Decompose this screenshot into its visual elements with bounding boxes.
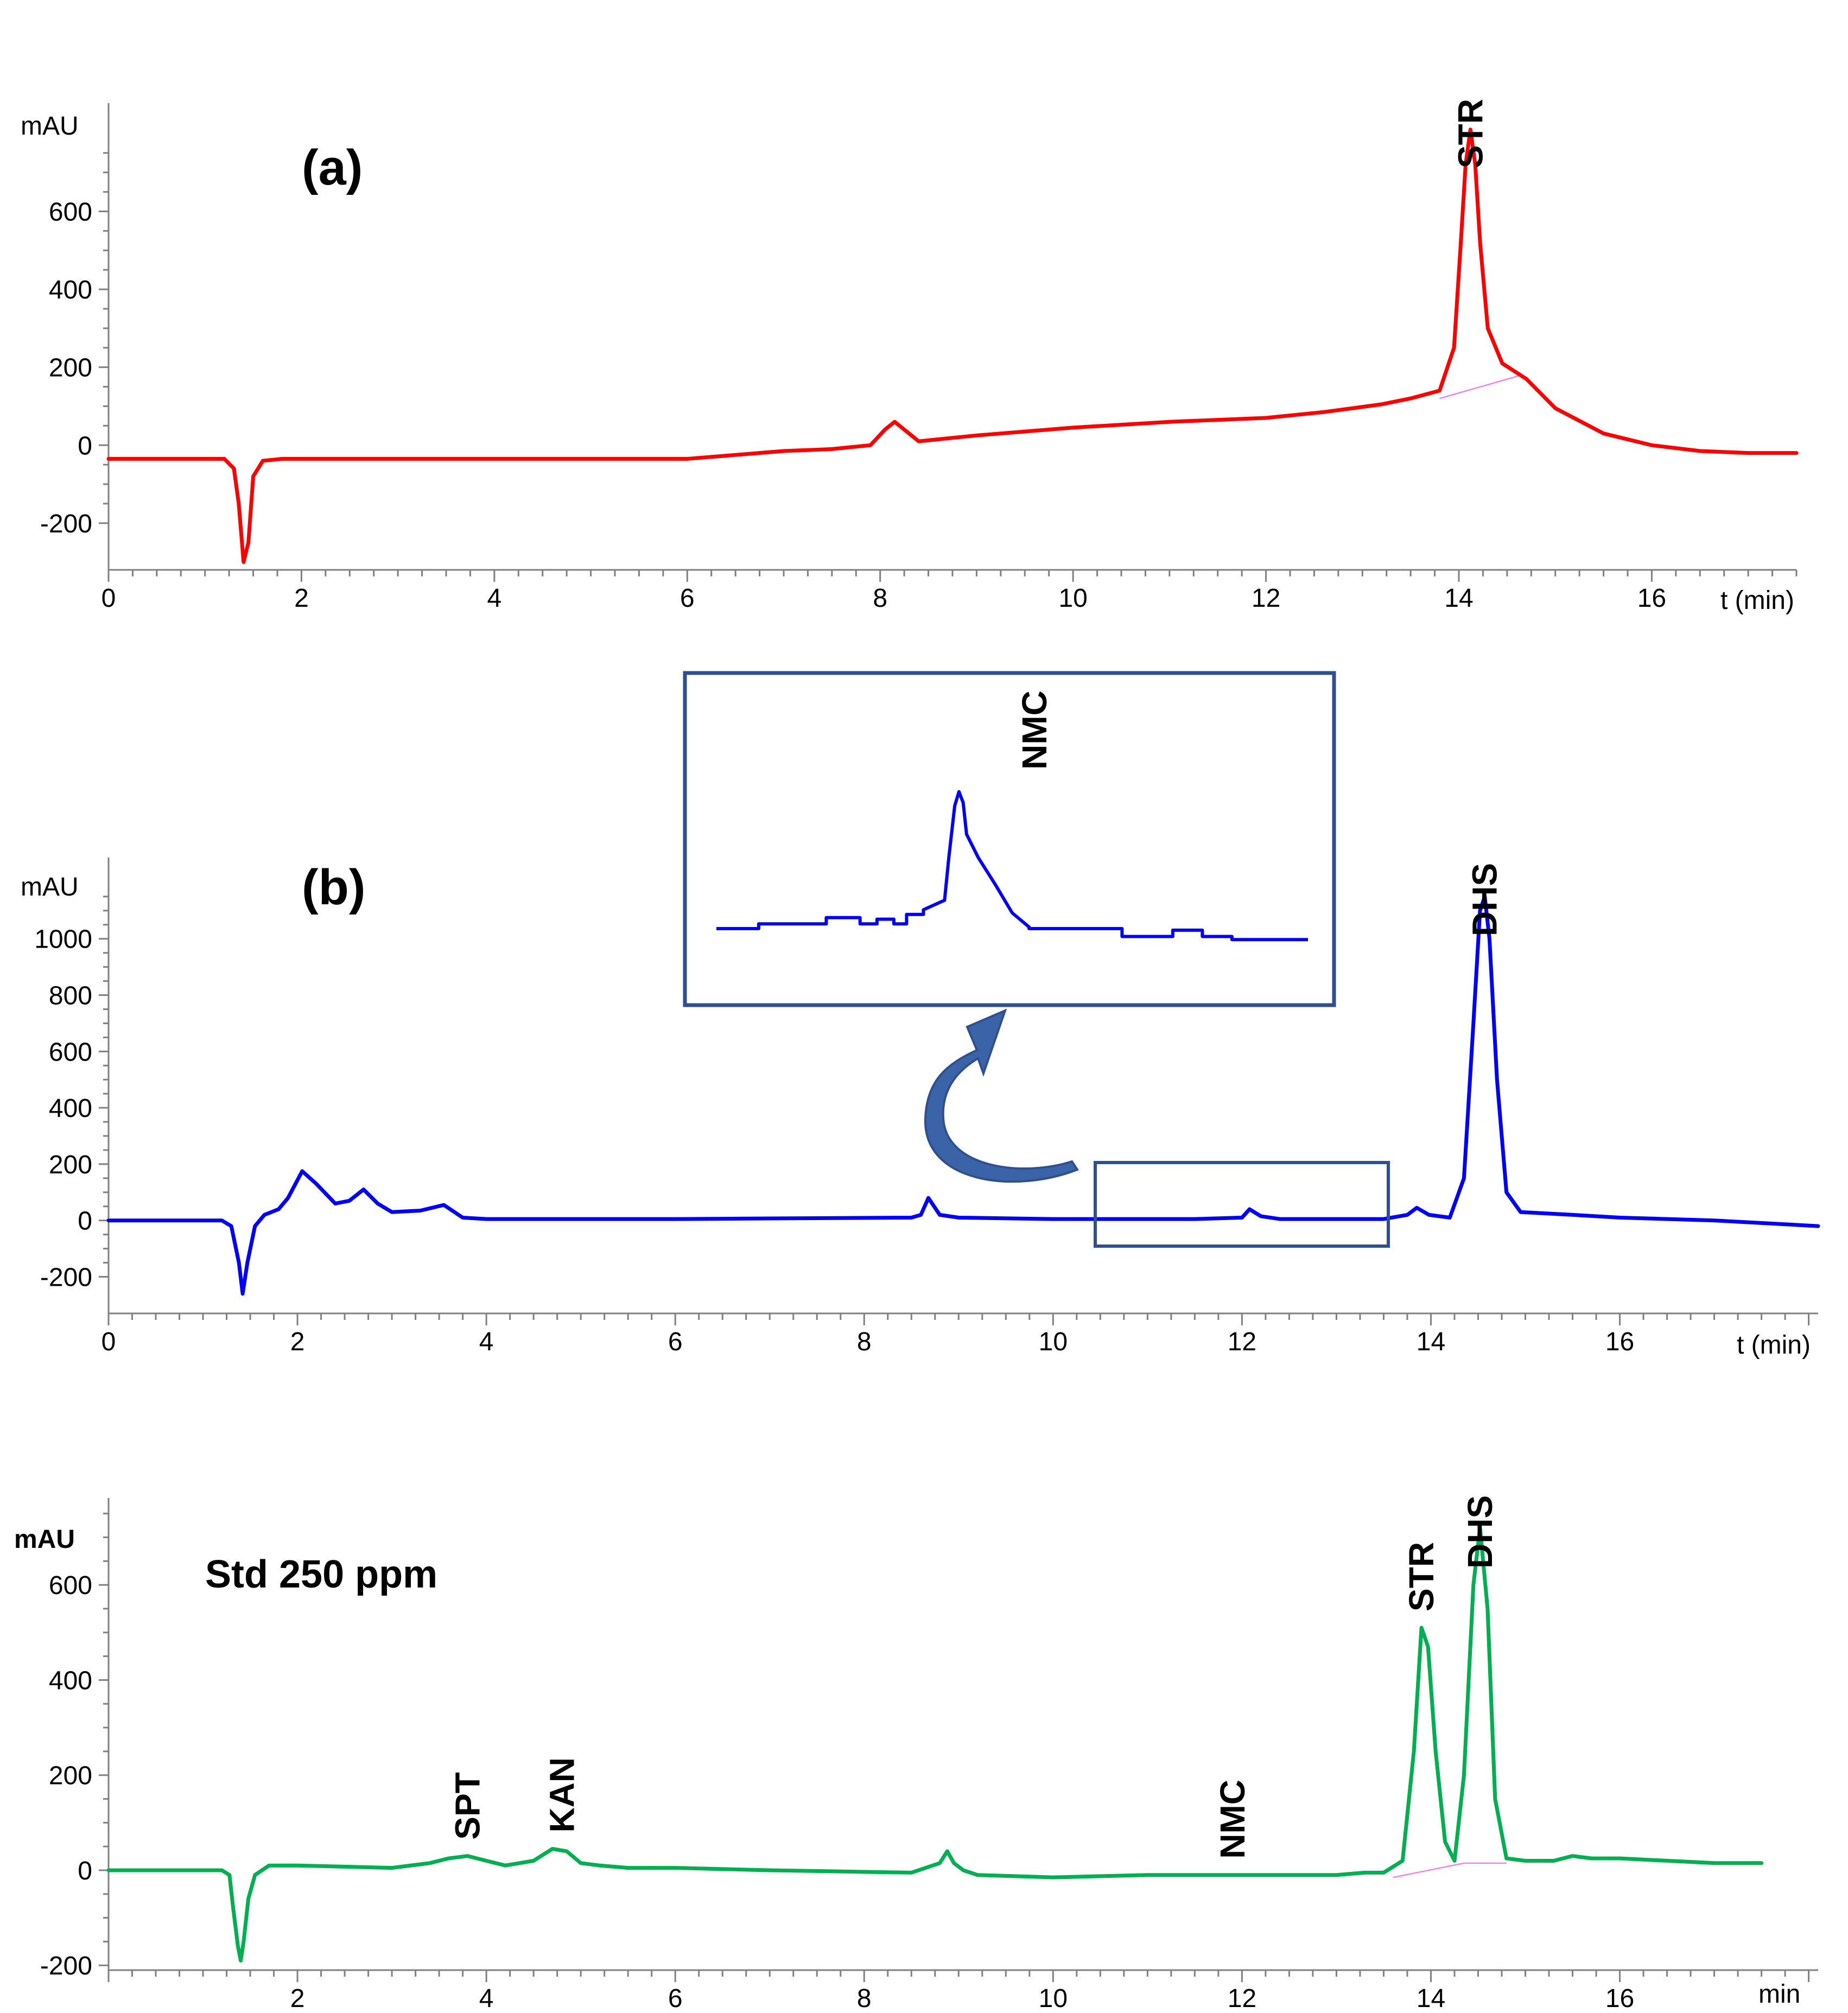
chromatogram-trace-line <box>106 894 1820 1296</box>
y-tick-label: 200 <box>49 1151 92 1179</box>
y-tick-label: -200 <box>40 1263 92 1292</box>
x-axis-unit-label: min <box>1758 1980 1800 2009</box>
peak-label-dhs: DHS <box>1465 863 1504 936</box>
y-tick-label: 0 <box>78 1857 92 1885</box>
x-tick-label: 12 <box>1228 1328 1256 1356</box>
x-tick-label: 16 <box>1605 1328 1634 1356</box>
x-tick-label: 8 <box>857 1328 872 1356</box>
y-tick-label: 600 <box>49 1571 92 1600</box>
inset-frame <box>683 671 1336 1007</box>
y-tick-label: 400 <box>49 1666 92 1695</box>
peak-label-spt: SPT <box>448 1772 487 1839</box>
x-tick-label: 16 <box>1605 1984 1634 2013</box>
peak-label-dhs: DHS <box>1460 1495 1500 1569</box>
x-tick-label: 0 <box>101 584 116 613</box>
x-axis-unit-label: t (min) <box>1720 586 1794 615</box>
y-tick-label: 0 <box>78 431 92 460</box>
trace-group <box>106 128 1799 564</box>
y-axis-unit-label: mAU <box>21 112 79 141</box>
inset-peak-label-nmc: NMC <box>1015 690 1054 770</box>
x-tick-labels: 0 2 4 6 8 10 12 14 16 <box>101 584 1666 613</box>
x-tick-label: 4 <box>487 584 502 613</box>
y-tick-labels: -200 0 200 400 600 800 1000 <box>34 925 92 1292</box>
panel-b-label: (b) <box>302 860 365 915</box>
x-tick-label: 10 <box>1039 1984 1068 2013</box>
peak-labels: SPT KAN NMC STR DHS <box>448 1495 1500 1859</box>
panel-std-label: Std 250 ppm <box>205 1553 437 1596</box>
x-tick-label: 6 <box>680 584 695 613</box>
integration-baseline <box>1393 1862 1507 1878</box>
x-tick-label: 2 <box>290 1328 305 1356</box>
x-tick-label: 16 <box>1637 584 1666 613</box>
x-tick-label: 12 <box>1228 1984 1256 2013</box>
y-axis-unit-label: mAU <box>14 1525 75 1554</box>
y-tick-labels: -200 0 200 400 600 <box>40 1571 92 1980</box>
x-tick-label: 8 <box>857 1984 872 2013</box>
x-tick-labels: 2 4 6 8 10 12 14 16 <box>290 1984 1635 2013</box>
x-tick-label: 14 <box>1417 1984 1445 2013</box>
chromatogram-trace-line <box>106 128 1799 564</box>
y-tick-label: 600 <box>49 198 92 226</box>
panel-b: mAU (b) t (min) -200 0 200 400 600 800 1000 0 2… <box>21 671 1820 1360</box>
y-tick-label: 400 <box>49 276 92 304</box>
x-tick-label: 0 <box>101 1328 116 1356</box>
y-tick-label: 800 <box>49 982 92 1011</box>
chromatogram-trace-line <box>106 1526 1764 1963</box>
inset-zoom-chart: NMC <box>683 671 1336 1007</box>
trace-group <box>106 1526 1764 1963</box>
inset-trace-line <box>716 790 1308 942</box>
peak-label-kan: KAN <box>542 1757 581 1833</box>
y-tick-label: 1000 <box>34 925 92 954</box>
x-tick-label: 12 <box>1252 584 1280 613</box>
y-tick-label: 600 <box>49 1038 92 1066</box>
peak-labels: DHS <box>1465 863 1504 936</box>
x-axis-unit-label: t (min) <box>1737 1331 1811 1360</box>
y-tick-label: 0 <box>78 1207 92 1236</box>
panel-std: mAU Std 250 ppm min -200 0 200 400 600 2 4 6 8 1… <box>14 1495 1818 2013</box>
y-tick-label: -200 <box>40 1952 92 1980</box>
peak-labels: STR <box>1451 99 1490 168</box>
x-tick-label: 6 <box>668 1984 683 2013</box>
peak-label-nmc: NMC <box>1213 1780 1252 1859</box>
y-tick-label: 200 <box>49 1762 92 1790</box>
x-tick-label: 6 <box>668 1328 683 1356</box>
y-tick-label: 200 <box>49 354 92 383</box>
y-tick-label: 400 <box>49 1094 92 1123</box>
x-tick-label: 2 <box>290 1984 305 2013</box>
panel-a-label: (a) <box>302 140 363 195</box>
zoom-region-box <box>1094 1161 1390 1248</box>
x-tick-label: 10 <box>1058 584 1087 613</box>
x-tick-labels: 0 2 4 6 8 10 12 14 16 <box>101 1328 1635 1356</box>
integration-baseline <box>1439 374 1522 399</box>
zoom-arrow-icon <box>924 1008 1079 1183</box>
peak-label-str: STR <box>1451 99 1490 168</box>
x-tick-label: 14 <box>1417 1328 1445 1356</box>
panel-a: mAU (a) t (min) -200 0 200 400 600 0 2 4 6 8 10 12… <box>21 99 1799 615</box>
y-axis-unit-label: mAU <box>21 873 79 901</box>
trace-group <box>106 894 1820 1296</box>
x-tick-label: 4 <box>479 1984 494 2013</box>
y-tick-labels: -200 0 200 400 600 <box>40 198 92 538</box>
x-tick-label: 4 <box>479 1328 494 1356</box>
x-tick-label: 14 <box>1444 584 1473 613</box>
x-tick-label: 10 <box>1039 1328 1068 1356</box>
axes <box>99 103 1798 582</box>
x-tick-label: 2 <box>294 584 309 613</box>
x-tick-label: 8 <box>873 584 887 613</box>
peak-label-str: STR <box>1402 1542 1441 1611</box>
y-tick-label: -200 <box>40 510 92 538</box>
axes <box>99 858 1818 1325</box>
